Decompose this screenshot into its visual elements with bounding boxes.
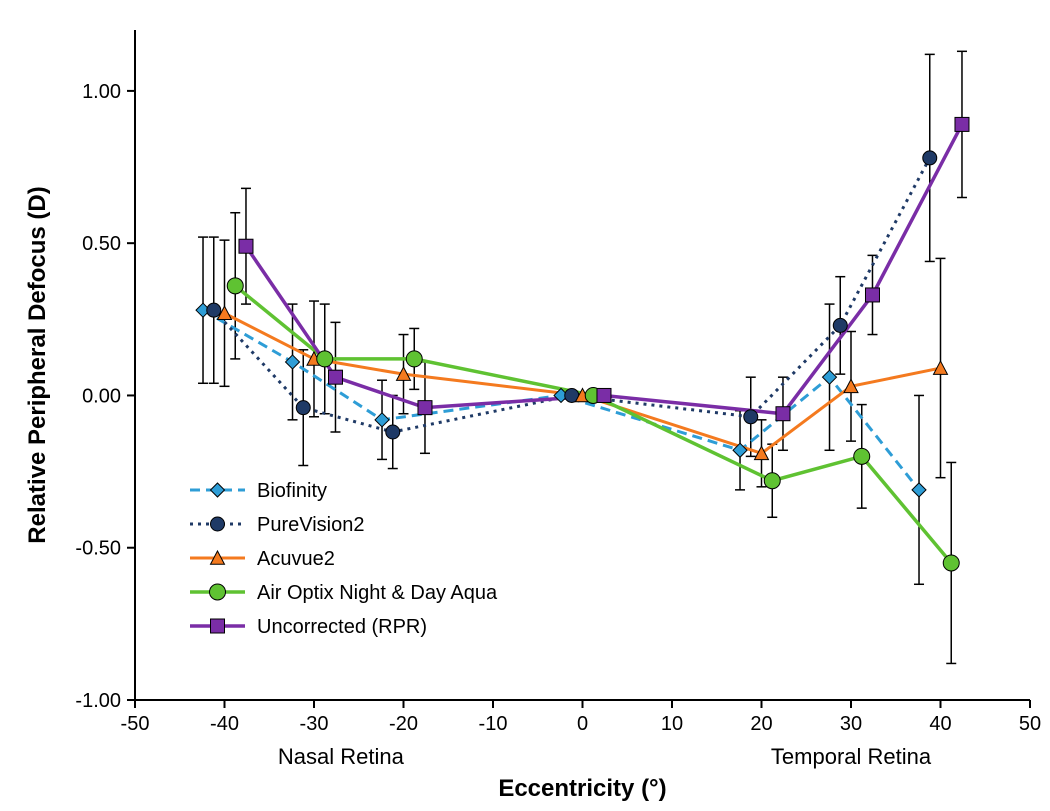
svg-text:-0.50: -0.50: [75, 538, 121, 560]
svg-text:-30: -30: [300, 713, 329, 735]
svg-text:-50: -50: [121, 713, 150, 735]
svg-text:-20: -20: [389, 713, 418, 735]
svg-text:0.00: 0.00: [82, 385, 121, 407]
defocus-chart: -50 -40 -30 -20 -10 0 10 20 30 40 50 Nasal Retina Te…: [0, 0, 1050, 806]
svg-text:Nasal Retina: Nasal Retina: [278, 744, 405, 769]
svg-text:-40: -40: [210, 713, 239, 735]
svg-text:PureVision2: PureVision2: [257, 514, 364, 536]
svg-text:Eccentricity (°): Eccentricity (°): [498, 775, 666, 802]
svg-text:Acuvue2: Acuvue2: [257, 548, 335, 570]
svg-text:Temporal Retina: Temporal Retina: [771, 744, 932, 769]
svg-text:-10: -10: [479, 713, 508, 735]
svg-text:10: 10: [661, 713, 683, 735]
svg-text:Air Optix Night & Day Aqua: Air Optix Night & Day Aqua: [257, 582, 498, 604]
svg-text:0.50: 0.50: [82, 233, 121, 255]
svg-text:-1.00: -1.00: [75, 690, 121, 712]
svg-text:20: 20: [750, 713, 772, 735]
svg-text:Relative Peripheral Defocus (D: Relative Peripheral Defocus (D): [24, 186, 51, 543]
svg-text:30: 30: [840, 713, 862, 735]
svg-text:40: 40: [929, 713, 951, 735]
svg-text:1.00: 1.00: [82, 81, 121, 103]
svg-text:50: 50: [1019, 713, 1041, 735]
svg-text:0: 0: [577, 713, 588, 735]
svg-text:Biofinity: Biofinity: [257, 480, 327, 502]
svg-text:Uncorrected (RPR): Uncorrected (RPR): [257, 616, 427, 638]
